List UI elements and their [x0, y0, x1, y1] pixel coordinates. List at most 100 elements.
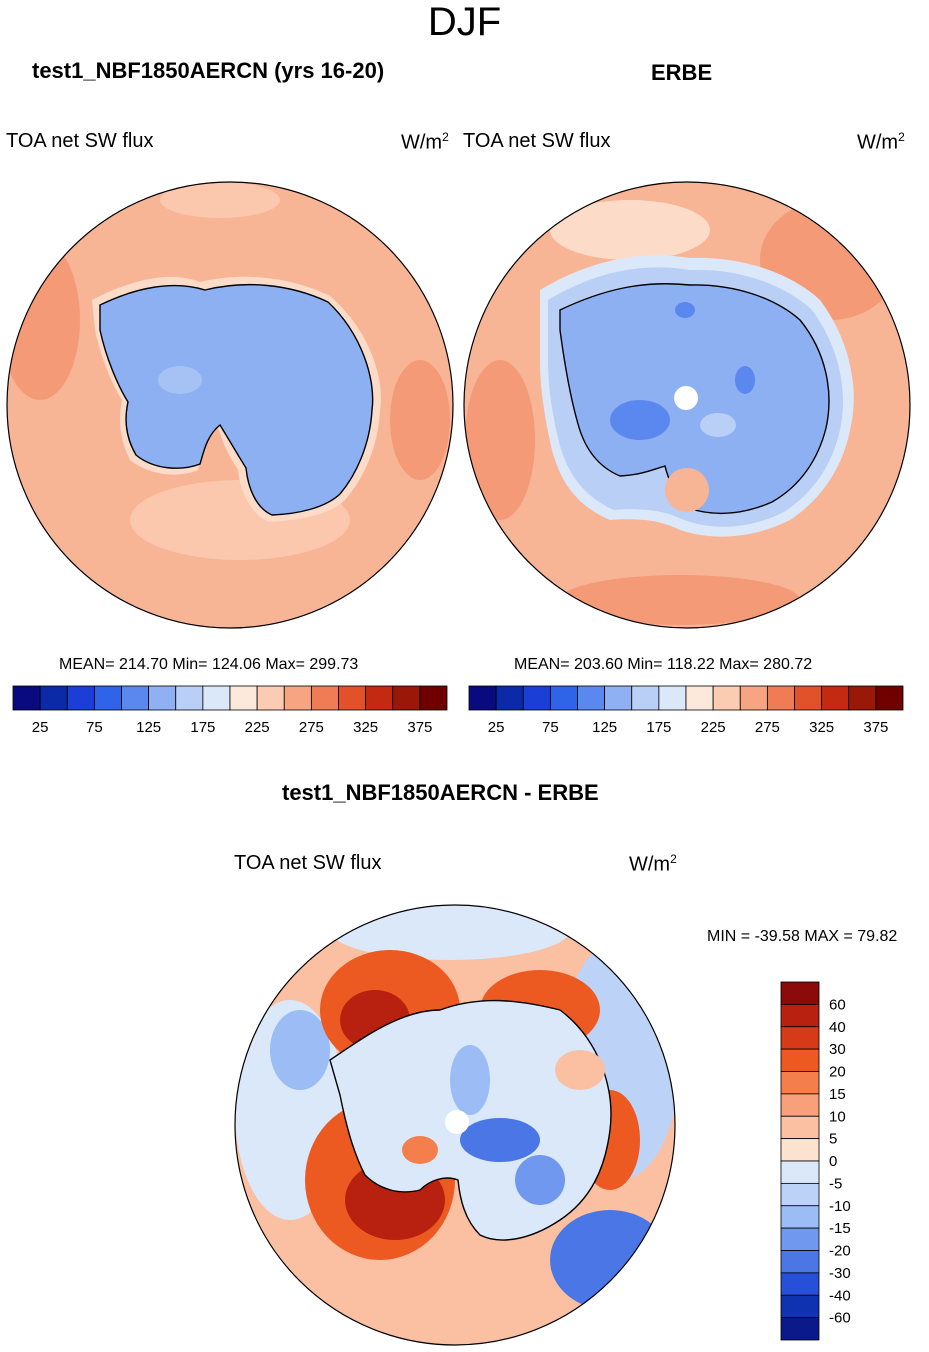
- left-colorbar-swatch: [310, 685, 339, 711]
- diff-colorbar-swatch: [780, 1272, 820, 1296]
- left-panel-title: test1_NBF1850AERCN (yrs 16-20): [32, 58, 385, 83]
- diff-colorbar-tick-label: 20: [829, 1064, 846, 1081]
- diff-colorbar-tick-label: 0: [829, 1153, 837, 1170]
- right-colorbar-swatch: [549, 685, 578, 711]
- left-colorbar-tick-label: 175: [190, 719, 215, 736]
- diff-colorbar-tick-label: -15: [829, 1220, 851, 1237]
- right-map-warm-patch: [465, 360, 535, 520]
- diff-colorbar-tick-label: -40: [829, 1287, 851, 1304]
- diff-colorbar-tick-label: 40: [829, 1019, 846, 1036]
- diff-colorbar: 60 40 30 20 15 10 5 0 -5 -10 -15 -20 -30 -40 -60: [780, 981, 851, 1341]
- right-colorbar-swatch: [604, 685, 633, 711]
- left-colorbar-tick-label: 275: [299, 719, 324, 736]
- left-units: W/m2: [401, 130, 449, 154]
- left-colorbar-swatch: [148, 685, 177, 711]
- diff-units: W/m2: [629, 852, 677, 876]
- diff-map-neg-core: [460, 1118, 540, 1162]
- left-colorbar-swatch: [283, 685, 312, 711]
- diff-colorbar-tick-label: -10: [829, 1198, 851, 1215]
- right-colorbar-swatch: [875, 685, 904, 711]
- right-map-ice-deep: [610, 400, 670, 440]
- diff-colorbar-swatch: [780, 1093, 820, 1117]
- diff-colorbar-swatch: [780, 1294, 820, 1319]
- right-colorbar-swatch: [766, 685, 795, 711]
- diff-map-neg-patch: [270, 1010, 330, 1090]
- diff-colorbar-swatch: [780, 1048, 820, 1072]
- left-colorbar-tick-label: 325: [353, 719, 378, 736]
- diff-colorbar-swatch: [780, 1250, 820, 1274]
- right-map-pole-hole: [674, 386, 698, 410]
- left-map-light-patch: [160, 182, 280, 218]
- left-colorbar-swatch: [229, 685, 258, 711]
- right-colorbar-tick-label: 325: [809, 719, 834, 736]
- right-colorbar-swatch: [848, 685, 877, 711]
- diff-map-pole-hole: [445, 1110, 469, 1134]
- diff-map-neg-core: [450, 1045, 490, 1115]
- diff-colorbar-swatch: [780, 1138, 820, 1162]
- left-colorbar-swatch: [365, 685, 394, 711]
- right-colorbar-tick-label: 75: [542, 719, 559, 736]
- diff-colorbar-tick-label: -20: [829, 1243, 851, 1260]
- right-colorbar-swatch: [495, 685, 524, 711]
- left-map-warm-patch: [7, 240, 80, 400]
- left-colorbar-swatch: [175, 685, 204, 711]
- diff-colorbar-swatch: [780, 1317, 820, 1341]
- right-colorbar-swatch: [631, 685, 660, 711]
- right-colorbar-tick-label: 175: [646, 719, 671, 736]
- diff-colorbar-swatch: [780, 1115, 820, 1140]
- left-map-border: [6, 181, 454, 629]
- right-colorbar-swatch: [522, 685, 551, 711]
- left-colorbar-swatch: [66, 685, 95, 711]
- diff-panel-title: test1_NBF1850AERCN - ERBE: [282, 780, 599, 805]
- left-colorbar-swatch: [419, 685, 448, 711]
- diff-colorbar-swatch: [780, 1227, 820, 1251]
- diff-map-border: [234, 904, 676, 1346]
- diff-map-neg-core: [515, 1155, 565, 1205]
- diff-map-pos-core: [402, 1136, 438, 1164]
- left-colorbar-swatch: [338, 685, 367, 711]
- left-colorbar-swatch: [39, 685, 68, 711]
- left-var-label: TOA net SW flux: [6, 130, 154, 152]
- right-colorbar-swatch: [821, 685, 850, 711]
- left-colorbar-tick-label: 225: [245, 719, 270, 736]
- diff-colorbar-tick-label: 10: [829, 1108, 846, 1125]
- left-stats: MEAN= 214.70 Min= 124.06 Max= 299.73: [59, 656, 359, 673]
- left-colorbar-tick-label: 75: [86, 719, 103, 736]
- left-colorbar-swatch: [12, 685, 41, 711]
- right-var-label: TOA net SW flux: [463, 130, 611, 152]
- diff-map-neg-patch: [330, 905, 570, 960]
- diff-map: [235, 905, 675, 1345]
- diff-colorbar-swatch: [780, 1071, 820, 1095]
- diff-colorbar-tick-label: 5: [829, 1131, 837, 1148]
- left-colorbar-tick-label: 125: [136, 719, 161, 736]
- left-map-antarctica: [99, 283, 374, 516]
- right-colorbar-tick-label: 225: [701, 719, 726, 736]
- diff-map-neg-patch: [550, 1210, 670, 1310]
- left-colorbar-swatch: [93, 685, 122, 711]
- diff-colorbar-tick-label: 30: [829, 1041, 846, 1058]
- diff-colorbar-swatch: [780, 981, 820, 1005]
- right-map-ice-deep: [675, 302, 695, 318]
- left-colorbar-swatch: [256, 685, 285, 711]
- diff-colorbar-swatch: [780, 1003, 820, 1028]
- right-units: W/m2: [857, 130, 905, 154]
- right-map-ice-light: [700, 413, 736, 437]
- left-colorbar-swatch: [202, 685, 231, 711]
- right-colorbar-swatch: [712, 685, 741, 711]
- left-colorbar: 25 75 125 175 225 275 325 375: [12, 685, 448, 736]
- right-map-ice-deep: [735, 366, 755, 394]
- diff-colorbar-swatch: [780, 1182, 820, 1207]
- left-colorbar-swatch: [392, 685, 421, 711]
- left-colorbar-tick-label: 375: [407, 719, 432, 736]
- left-map: [7, 182, 453, 628]
- diff-colorbar-tick-label: -5: [829, 1175, 842, 1192]
- right-panel-title: ERBE: [651, 60, 713, 85]
- diff-colorbar-swatch: [780, 1160, 820, 1184]
- right-map-border: [463, 181, 911, 629]
- right-colorbar-swatch: [658, 685, 687, 711]
- right-map: [464, 182, 910, 628]
- diff-colorbar-tick-label: -30: [829, 1265, 851, 1282]
- page-title: DJF: [427, 0, 502, 44]
- right-map-light-patch: [550, 200, 710, 260]
